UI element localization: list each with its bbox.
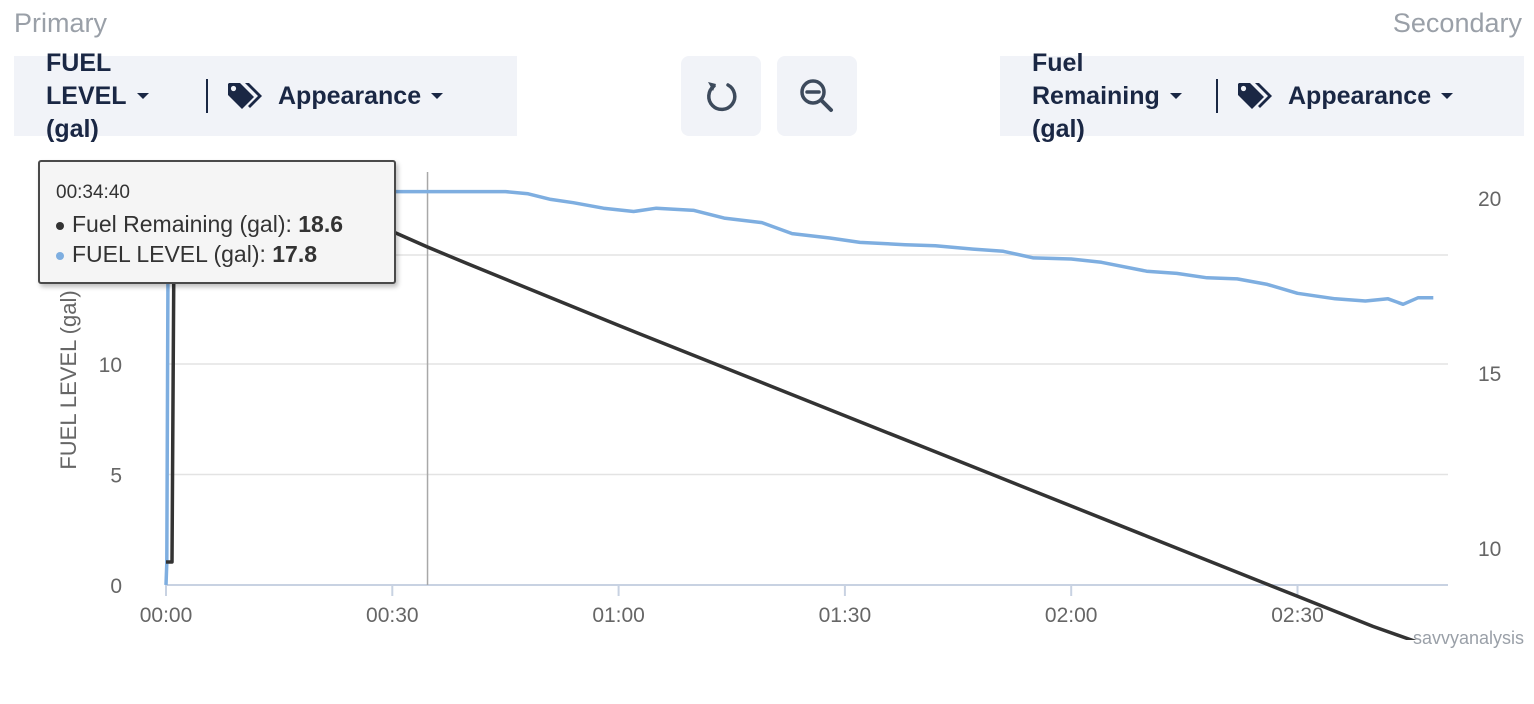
appearance-label: Appearance xyxy=(278,81,422,110)
tooltip: 00:34:40 Fuel Remaining (gal): 18.6 FUEL… xyxy=(38,160,396,284)
secondary-label: Secondary xyxy=(1392,8,1522,38)
zoom-out-button[interactable] xyxy=(777,56,857,136)
series-line xyxy=(164,189,1434,586)
primary-appearance-button[interactable]: Appearance xyxy=(226,80,444,112)
chevron-down-icon xyxy=(431,93,444,99)
y-left-tick-label: 5 xyxy=(110,465,122,488)
x-tick-label: 01:30 xyxy=(819,604,872,627)
reset-zoom-icon xyxy=(707,82,737,112)
y-right-tick-label: 20 xyxy=(1478,188,1501,211)
primary-label: Primary xyxy=(14,8,107,38)
y-left-tick-label: 0 xyxy=(110,575,122,598)
chevron-down-icon xyxy=(1169,93,1182,99)
tooltip-row: Fuel Remaining (gal): 18.6 xyxy=(56,209,394,239)
secondary-panel: Fuel Remaining (gal) Appearance xyxy=(1000,49,1524,143)
y-left-axis-title: FUEL LEVEL (gal) xyxy=(56,290,81,469)
reset-zoom-button[interactable] xyxy=(681,56,761,136)
zoom-out-icon xyxy=(800,79,833,112)
secondary-appearance-button[interactable]: Appearance xyxy=(1236,80,1454,112)
appearance-label: Appearance xyxy=(1288,81,1432,110)
x-tick-label: 00:30 xyxy=(366,604,419,627)
x-tick-label: 02:30 xyxy=(1271,604,1324,627)
tooltip-series-name: FUEL LEVEL (gal) xyxy=(72,241,260,267)
primary-panel: FUEL LEVEL (gal) Appearance xyxy=(14,49,517,143)
series-dot xyxy=(56,221,64,230)
divider xyxy=(1216,79,1218,113)
tooltip-time: 00:34:40 xyxy=(56,182,130,203)
x-tick-label: 01:00 xyxy=(592,604,645,627)
series-dot xyxy=(56,251,64,260)
tooltip-series-name: Fuel Remaining (gal) xyxy=(72,211,286,237)
divider xyxy=(206,79,208,113)
tooltip-series-value: 17.8 xyxy=(272,241,318,267)
tooltip-series-value: 18.6 xyxy=(298,211,344,237)
secondary-parameter-label: Fuel Remaining (gal) xyxy=(1032,48,1160,143)
chevron-down-icon xyxy=(1441,93,1454,99)
tooltip-row: FUEL LEVEL (gal): 17.8 xyxy=(56,239,394,269)
tags-icon xyxy=(1238,83,1272,109)
credit-text: savvyanalysis xyxy=(1412,628,1524,648)
y-right-tick-label: 15 xyxy=(1478,363,1501,386)
primary-parameter-label: FUEL LEVEL (gal) xyxy=(46,48,127,143)
x-tick-label: 00:00 xyxy=(140,604,193,627)
y-right-tick-label: 10 xyxy=(1478,538,1501,561)
primary-parameter-select[interactable]: FUEL LEVEL (gal) xyxy=(46,47,186,146)
secondary-parameter-select[interactable]: Fuel Remaining (gal) xyxy=(1032,47,1196,146)
chevron-down-icon xyxy=(136,93,149,99)
x-tick-label: 02:00 xyxy=(1045,604,1098,627)
y-left-tick-label: 10 xyxy=(99,354,122,377)
tags-icon xyxy=(228,83,262,109)
